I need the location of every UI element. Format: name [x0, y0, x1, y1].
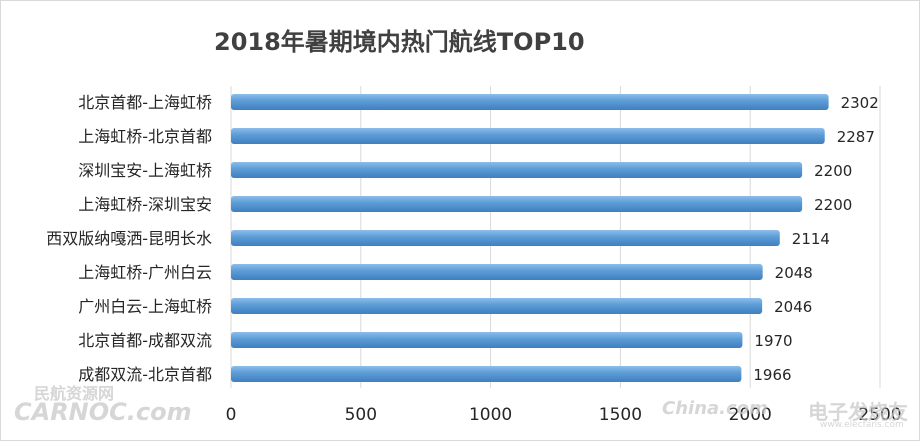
x-tick-label-3: 1500 [599, 405, 642, 425]
category-label-3: 上海虹桥-深圳宝安 [78, 195, 212, 214]
x-tick-label-4: 2000 [729, 405, 772, 425]
category-label-2: 深圳宝安-上海虹桥 [78, 161, 212, 180]
bar-6 [231, 298, 763, 314]
bar-0 [231, 94, 829, 110]
value-label-8: 1966 [753, 366, 791, 384]
value-labels: 2302 2287 2200 2200 2114 2048 2046 1970 1966 [753, 94, 878, 384]
category-label-8: 成都双流-北京首都 [78, 365, 212, 384]
category-label-6: 广州白云-上海虹桥 [78, 297, 212, 316]
category-label-0: 北京首都-上海虹桥 [78, 93, 212, 112]
category-labels: 北京首都-上海虹桥上海虹桥-北京首都深圳宝安-上海虹桥上海虹桥-深圳宝安西双版纳… [46, 93, 212, 384]
x-tick-label-5: 2500 [858, 405, 901, 425]
bar-8 [231, 366, 742, 382]
x-tick-label-1: 500 [345, 405, 377, 425]
chart-title: 2018年暑期境内热门航线TOP10 [214, 28, 585, 56]
value-label-1: 2287 [837, 128, 875, 146]
x-tick-label-0: 0 [226, 405, 237, 425]
value-label-6: 2046 [774, 298, 812, 316]
bar-5 [231, 264, 763, 280]
value-label-0: 2302 [841, 94, 879, 112]
bar-4 [231, 230, 780, 246]
bar-3 [231, 196, 803, 212]
bars [231, 94, 829, 382]
category-label-7: 北京首都-成都双流 [78, 331, 212, 350]
value-label-7: 1970 [754, 332, 792, 350]
value-label-3: 2200 [814, 196, 852, 214]
category-label-1: 上海虹桥-北京首都 [78, 127, 212, 146]
value-label-5: 2048 [775, 264, 813, 282]
bar-1 [231, 128, 825, 144]
value-label-2: 2200 [814, 162, 852, 180]
value-label-4: 2114 [792, 230, 830, 248]
bar-2 [231, 162, 803, 178]
bar-7 [231, 332, 743, 348]
category-label-5: 上海虹桥-广州白云 [78, 263, 212, 282]
x-tick-label-2: 1000 [469, 405, 512, 425]
x-axis-tick-labels: 0 500 1000 1500 2000 2500 [226, 405, 902, 425]
category-label-4: 西双版纳嘎洒-昆明长水 [46, 229, 212, 248]
